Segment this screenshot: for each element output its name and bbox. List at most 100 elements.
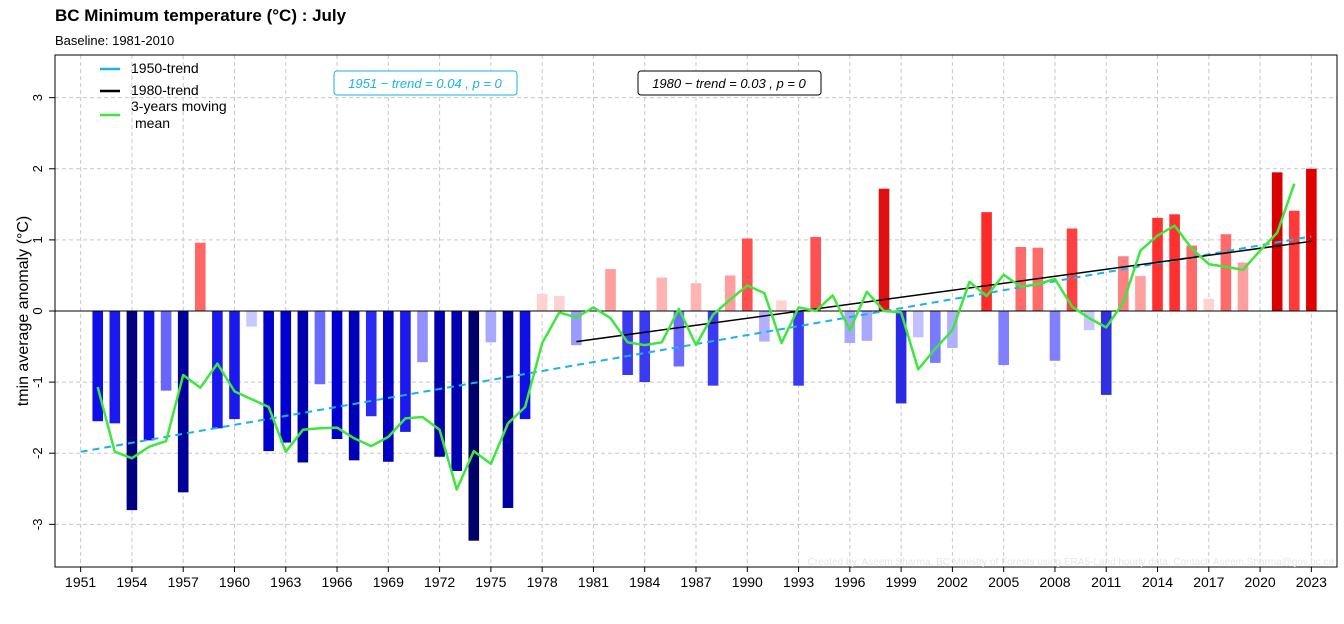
x-tick-label: 1990 — [732, 574, 763, 590]
x-tick-label: 2008 — [1039, 574, 1070, 590]
y-tick-label: 1 — [30, 236, 45, 243]
x-tick-label: 1969 — [373, 574, 404, 590]
y-tick-label: 0 — [30, 307, 45, 314]
trend-annotation-1950-text: 1951 − trend = 0.04 , p = 0 — [348, 76, 502, 91]
x-tick-label: 1963 — [270, 574, 301, 590]
y-tick-label: 3 — [30, 94, 45, 101]
bar-1964 — [297, 311, 309, 463]
bar-1986 — [673, 311, 685, 367]
bar-1967 — [348, 311, 360, 461]
y-tick-label: -1 — [30, 376, 45, 388]
bar-1958 — [194, 242, 206, 311]
y-axis-label: tmin average anomaly (°C) — [15, 216, 32, 406]
bar-2018 — [1220, 234, 1232, 311]
bar-1982 — [605, 269, 616, 311]
bar-1980 — [571, 311, 582, 346]
bar-1953 — [109, 311, 121, 424]
bar-1975 — [485, 311, 497, 343]
x-tick-label: 1996 — [834, 574, 865, 590]
bar-1994 — [810, 237, 821, 311]
x-tick-label: 1972 — [424, 574, 455, 590]
bar-1963 — [280, 311, 292, 443]
x-tick-label: 1954 — [116, 574, 147, 590]
x-tick-label: 2002 — [937, 574, 968, 590]
bar-2013 — [1135, 276, 1146, 311]
bar-2016 — [1186, 245, 1198, 311]
bar-2001 — [930, 311, 941, 363]
bar-1998 — [878, 188, 890, 311]
legend-label-moving-mean-1: 3-years moving — [131, 98, 227, 114]
x-tick-label: 2017 — [1193, 574, 1224, 590]
bar-1977 — [519, 311, 531, 420]
bar-1989 — [724, 275, 736, 311]
bar-1952 — [92, 311, 104, 422]
legend-label-moving-mean-2: mean — [135, 115, 170, 131]
trend-annotation-1980-box — [637, 70, 822, 96]
bar-1962 — [263, 311, 274, 452]
y-tick-label: -2 — [30, 447, 45, 459]
bar-1970 — [400, 311, 411, 432]
bar-1991 — [759, 311, 770, 342]
bar-2015 — [1169, 214, 1180, 311]
bar-1965 — [314, 311, 326, 385]
bar-1956 — [160, 311, 172, 391]
bar-1993 — [793, 311, 804, 386]
bar-2017 — [1203, 298, 1215, 311]
trend-annotation-1980: 1980 − trend = 0.03 , p = 0 — [637, 70, 822, 96]
trend-annotation-1980-text: 1980 − trend = 0.03 , p = 0 — [652, 76, 806, 91]
bar-1996 — [844, 311, 856, 343]
bar-2005 — [998, 311, 1009, 366]
bar-1988 — [707, 311, 719, 386]
x-tick-label: 2005 — [988, 574, 1019, 590]
trend-annotation-1950: 1951 − trend = 0.04 , p = 0 — [333, 70, 518, 96]
bar-series — [92, 168, 1317, 541]
bar-1990 — [741, 238, 753, 311]
bar-1969 — [383, 311, 394, 462]
x-tick-label: 1981 — [578, 574, 609, 590]
x-tick-label: 1975 — [475, 574, 506, 590]
bar-2023 — [1306, 168, 1317, 311]
bar-1979 — [553, 296, 565, 311]
trend-line-1980-trend — [576, 240, 1312, 343]
chart-title: BC Minimum temperature (°C) : July — [55, 6, 347, 25]
bar-1966 — [331, 311, 343, 439]
bar-1992 — [776, 300, 787, 311]
legend-label-1980-trend: 1980-trend — [131, 82, 199, 98]
bar-1955 — [143, 311, 155, 441]
x-tick-label: 1957 — [168, 574, 199, 590]
bar-2008 — [1049, 311, 1061, 361]
bar-2014 — [1152, 217, 1163, 311]
bar-1984 — [639, 311, 651, 383]
bar-1960 — [229, 311, 240, 420]
bar-1999 — [895, 311, 907, 404]
chart-subtitle: Baseline: 1981-2010 — [55, 33, 175, 48]
credit-watermark: Created by: Aseem Sharma, BC Ministry of… — [808, 557, 1335, 568]
bar-1961 — [246, 311, 257, 327]
bar-1976 — [502, 311, 514, 508]
y-tick-label: -3 — [30, 519, 45, 531]
bar-1987 — [690, 283, 702, 311]
x-axis-ticks: 1951 1954 1957 1960 1963 1966 1969 1972 1975 1978… — [65, 567, 1327, 590]
bar-2011 — [1100, 311, 1112, 395]
bar-2022 — [1288, 210, 1300, 311]
x-tick-label: 1960 — [219, 574, 250, 590]
y-tick-label: 2 — [30, 165, 45, 172]
bar-2006 — [1015, 247, 1027, 311]
bar-2019 — [1237, 262, 1249, 311]
bar-1973 — [451, 311, 462, 471]
x-tick-label: 1978 — [527, 574, 558, 590]
bar-1974 — [468, 311, 480, 541]
x-tick-label: 1966 — [321, 574, 352, 590]
bar-1997 — [861, 311, 873, 341]
x-tick-label: 1993 — [783, 574, 814, 590]
x-tick-label: 1984 — [629, 574, 660, 590]
bar-2004 — [981, 212, 992, 311]
bar-1954 — [126, 311, 138, 511]
legend: 1950-trend 1980-trend 3-years moving mea… — [100, 60, 227, 131]
x-tick-label: 2023 — [1296, 574, 1327, 590]
x-tick-label: 2014 — [1142, 574, 1173, 590]
x-tick-label: 1999 — [886, 574, 917, 590]
bar-2000 — [912, 311, 924, 338]
bar-2010 — [1083, 311, 1095, 331]
bar-1957 — [177, 311, 189, 493]
